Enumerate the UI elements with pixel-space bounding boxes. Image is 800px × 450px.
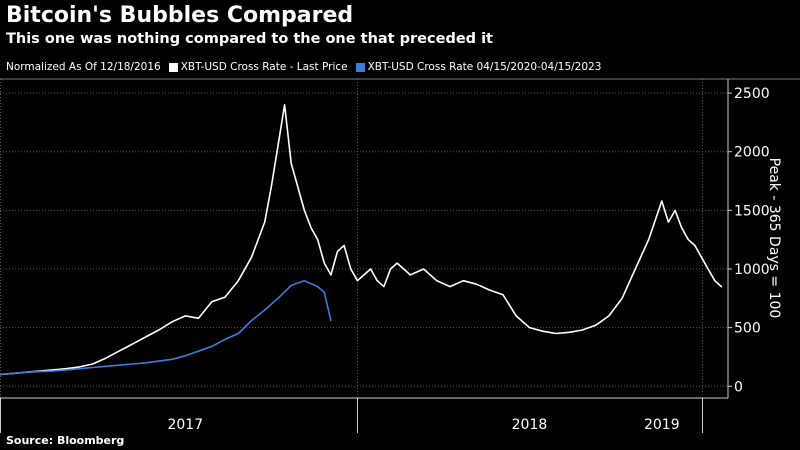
grid xyxy=(0,79,728,398)
chart-subtitle: This one was nothing compared to the one… xyxy=(6,31,493,47)
x-tick-label: 2018 xyxy=(512,417,548,433)
series-line-last-price xyxy=(0,104,723,376)
y-tick-label: 1000 xyxy=(734,262,770,278)
y-tick-label: 2000 xyxy=(734,145,770,161)
legend-label-last-price: XBT-USD Cross Rate - Last Price xyxy=(180,61,348,73)
series-line-2020-2023 xyxy=(0,279,332,376)
y-tick-label: 1500 xyxy=(734,203,770,219)
y-axis-ticks: 0 500 1000 1500 2000 2500 xyxy=(728,86,770,395)
y-tick-label: 500 xyxy=(734,321,761,337)
x-tick-label: 2019 xyxy=(644,417,680,433)
x-axis-ticks: 2017 2018 2019 xyxy=(0,398,703,433)
legend-item-last-price: XBT-USD Cross Rate - Last Price xyxy=(168,61,348,73)
axes xyxy=(0,78,800,399)
source-note: Source: Bloomberg xyxy=(6,434,125,447)
legend: Normalized As Of 12/18/2016 XBT-USD Cros… xyxy=(6,60,609,74)
legend-swatch-2020-2023 xyxy=(355,62,365,72)
legend-note: Normalized As Of 12/18/2016 xyxy=(6,61,161,73)
y-tick-label: 2500 xyxy=(734,86,770,102)
series xyxy=(0,104,723,376)
legend-label-2020-2023: XBT-USD Cross Rate 04/15/2020-04/15/2023 xyxy=(367,61,602,73)
legend-item-2020-2023: XBT-USD Cross Rate 04/15/2020-04/15/2023 xyxy=(355,61,602,73)
legend-swatch-last-price xyxy=(168,62,178,72)
legend-note-label: Normalized As Of 12/18/2016 xyxy=(6,61,161,73)
y-axis-label: Peak - 365 Days = 100 xyxy=(766,158,782,319)
x-tick-label: 2017 xyxy=(167,417,203,433)
chart-title: Bitcoin's Bubbles Compared xyxy=(6,3,354,28)
y-tick-label: 0 xyxy=(734,379,743,395)
